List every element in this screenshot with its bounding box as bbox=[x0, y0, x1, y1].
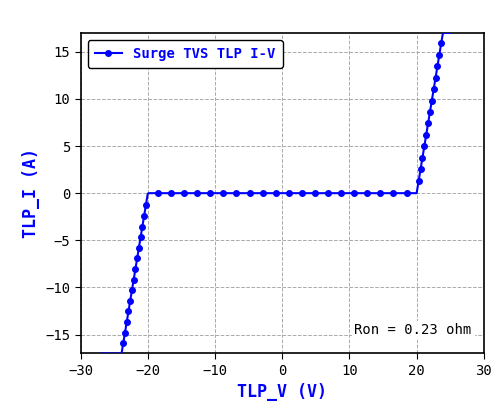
X-axis label: TLP_V (V): TLP_V (V) bbox=[237, 383, 327, 402]
Legend: Surge TVS TLP I-V: Surge TVS TLP I-V bbox=[88, 40, 283, 68]
Text: Ron = 0.23 ohm: Ron = 0.23 ohm bbox=[354, 323, 472, 337]
Y-axis label: TLP_I (A): TLP_I (A) bbox=[22, 148, 39, 238]
